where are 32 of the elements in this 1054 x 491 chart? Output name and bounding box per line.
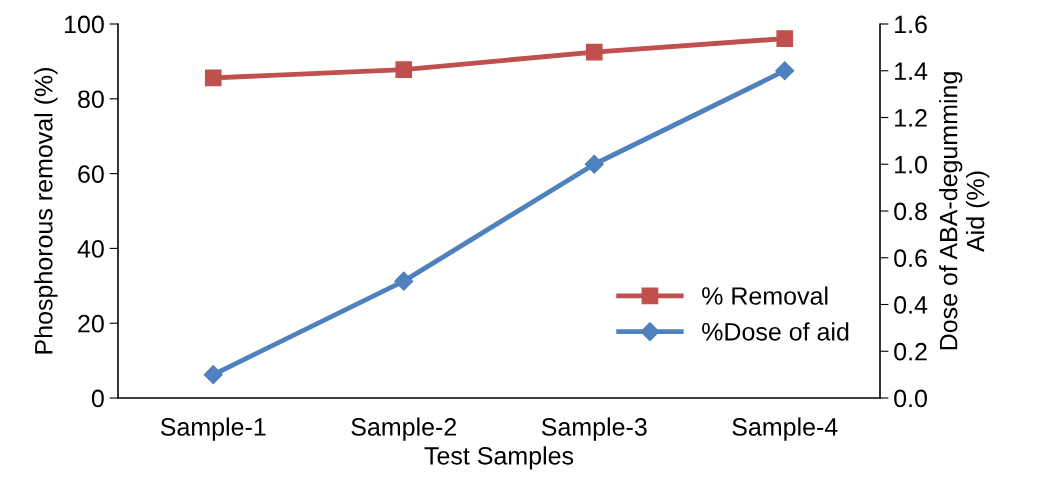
y2-tick-label: 1.0: [895, 155, 927, 174]
y-tick-label: 80: [78, 90, 104, 109]
y-axis-title: Phosphorous removal (%): [34, 68, 58, 354]
legend-label: % Removal: [702, 286, 828, 305]
y-tick-label: 60: [78, 165, 104, 183]
point: [395, 61, 413, 78]
y2-tick-label: 0.4: [894, 296, 928, 314]
y2-tick-label: 0.2: [894, 342, 927, 361]
y2-tick-label: 0.8: [894, 202, 927, 221]
y2-tick-label: 1.2: [895, 109, 927, 127]
y2-tick-label: 1.4: [895, 62, 928, 80]
x-axis-title: Test Samples: [424, 446, 574, 470]
y2-tick-label: 0.0: [894, 389, 927, 408]
y-tick-label: 40: [77, 240, 104, 258]
point: [775, 61, 795, 81]
x-tick-label: Sample-4: [732, 417, 838, 441]
x-tick-label: Sample-2: [351, 417, 456, 441]
y2-tick-label: 1.6: [895, 15, 927, 34]
point: [584, 154, 604, 174]
point: [204, 69, 222, 87]
point: [394, 271, 414, 291]
y-tick-label: 0: [91, 389, 104, 408]
x-tick-label: Sample-1: [160, 417, 266, 441]
y2-tick-label: 0.6: [894, 249, 927, 268]
point: [585, 43, 603, 61]
point: [776, 30, 794, 47]
point: [203, 365, 223, 385]
legend-label: %Dose of aid: [702, 322, 849, 341]
y2-axis-title: Dose of ABA-degumming Aid (%): [939, 72, 990, 350]
y-tick-label: 100: [65, 15, 104, 34]
y-tick-label: 20: [78, 314, 104, 333]
x-tick-label: Sample-3: [541, 417, 647, 441]
